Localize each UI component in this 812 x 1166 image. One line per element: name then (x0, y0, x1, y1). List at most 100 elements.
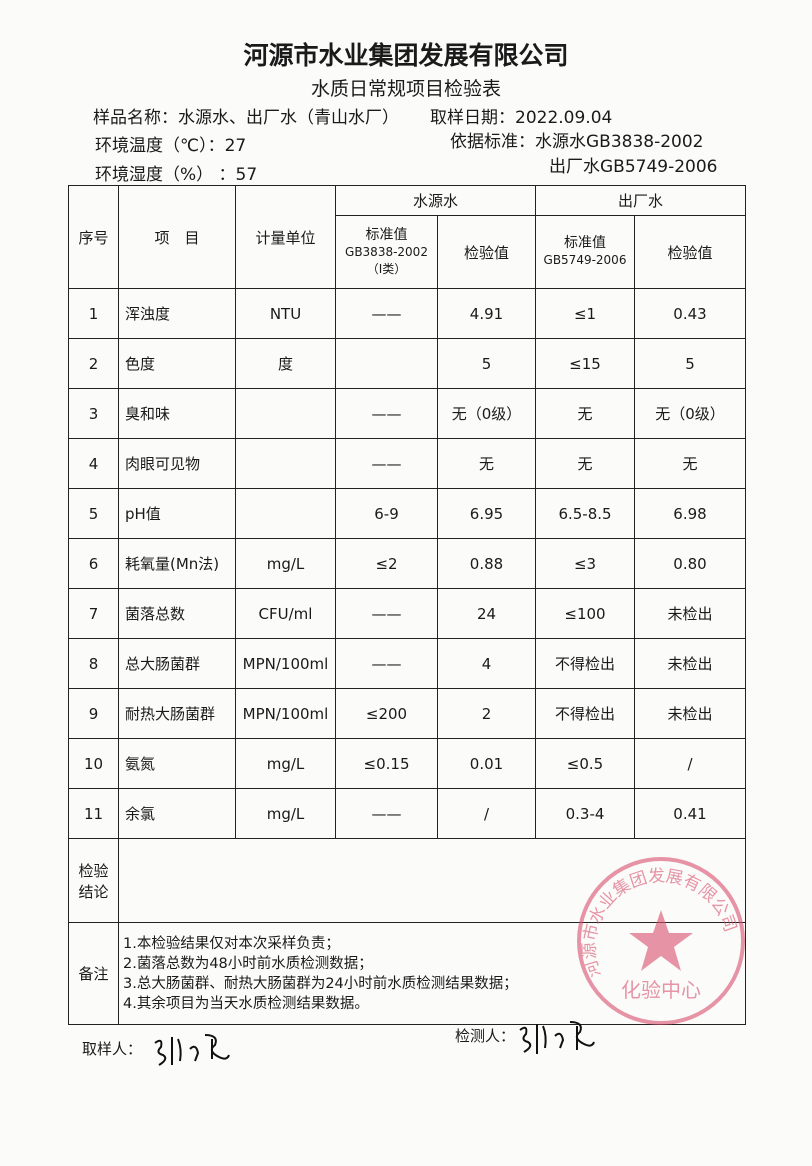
cell-o-val: / (634, 738, 746, 789)
table-row: 5 pH值 6-9 6.95 6.5-8.5 6.98 (68, 488, 746, 539)
cell-item: 浑浊度 (118, 288, 236, 339)
table-row: 6 耗氧量(Mn法) mg/L ≤2 0.88 ≤3 0.80 (68, 538, 746, 589)
cell-s-std: —— (335, 788, 438, 839)
cell-s-std: —— (335, 638, 438, 689)
cell-item: 余氯 (118, 788, 236, 839)
cell-s-std: —— (335, 438, 438, 489)
cell-unit: mg/L (235, 788, 336, 839)
cell-unit: MPN/100ml (235, 688, 336, 739)
cell-item: 耐热大肠菌群 (118, 688, 236, 739)
sampler-label: 取样人： (82, 1040, 143, 1058)
official-stamp: 河源市水业集团发展有限公司 化验中心 (577, 857, 745, 1025)
header-outlet-water: 出厂水 (535, 185, 746, 216)
cell-unit: MPN/100ml (235, 638, 336, 689)
standard-outlet: 出厂水GB5749-2006 (549, 157, 718, 177)
table-row: 2 色度度 5 ≤15 5 (68, 338, 746, 389)
cell-s-val: 2 (437, 688, 536, 739)
cell-item: 菌落总数 (118, 588, 236, 639)
table-row: 1 浑浊度 NTU —— 4.91 ≤1 0.43 (68, 288, 746, 339)
cell-s-val: 0.01 (437, 738, 536, 789)
cell-unit: NTU (235, 288, 336, 339)
sample-date: 取样日期：2022.09.04 (430, 108, 613, 128)
cell-item: 肉眼可见物 (118, 438, 236, 489)
cell-item: 氨氮 (118, 738, 236, 789)
cell-s-std: —— (335, 588, 438, 639)
cell-o-std: 无 (535, 438, 635, 489)
cell-unit: mg/L (235, 738, 336, 789)
table-row: 4 肉眼可见物 —— 无无无 (68, 438, 746, 489)
cell-o-std: ≤100 (535, 588, 635, 639)
cell-unit (235, 438, 336, 489)
stamp-star-icon (629, 910, 693, 971)
cell-s-std (335, 338, 438, 389)
cell-item: 臭和味 (118, 388, 236, 439)
cell-o-std: 0.3-4 (535, 788, 635, 839)
table-row: 7 菌落总数 CFU/ml —— 24 ≤100 未检出 (68, 588, 746, 639)
note-4: 4.其余项目为当天水质检测结果数据。 (123, 995, 369, 1012)
cell-s-val: 4.91 (437, 288, 536, 339)
cell-s-val: 6.95 (437, 488, 536, 539)
cell-unit: 度 (235, 338, 336, 389)
cell-no: 10 (68, 738, 119, 789)
sampler-signature (154, 1034, 230, 1066)
cell-s-val: 无（0级） (437, 388, 536, 439)
svg-text:化验中心: 化验中心 (621, 978, 701, 1002)
header-outlet-standard: 标准值 GB5749-2006 (535, 215, 635, 289)
header-source-standard: 标准值 GB3838-2002 （Ⅰ类） (335, 215, 438, 289)
cell-no: 3 (68, 388, 119, 439)
tester-signature (519, 1021, 595, 1054)
cell-o-val: 0.41 (634, 788, 746, 839)
humidity: 环境湿度（%） ：57 (95, 165, 258, 185)
conclusion-cell (118, 838, 746, 923)
header-unit: 计量单位 (235, 185, 336, 289)
table-row: 3 臭和味 —— 无（0级）无无（0级） (68, 388, 746, 439)
cell-unit: mg/L (235, 538, 336, 589)
cell-no: 8 (68, 638, 119, 689)
company-title: 河源市水业集团发展有限公司 (243, 41, 569, 70)
note-2: 2.菌落总数为48小时前水质检测数据； (123, 955, 373, 972)
cell-o-std: ≤0.5 (535, 738, 635, 789)
cell-no: 4 (68, 438, 119, 489)
cell-s-std: —— (335, 388, 438, 439)
cell-s-val: 24 (437, 588, 536, 639)
note-3: 3.总大肠菌群、耐热大肠菌群为24小时前水质检测结果数据； (123, 975, 518, 992)
cell-unit (235, 488, 336, 539)
cell-o-val: 无（0级） (634, 388, 746, 439)
table-row: 11 余氯 mg/L ——/0.3-4 0.41 (68, 788, 746, 839)
cell-unit (235, 388, 336, 439)
header-outlet-test: 检验值 (634, 215, 746, 289)
cell-o-std: ≤1 (535, 288, 635, 339)
sample-name: 样品名称：水源水、出厂水（青山水厂） (93, 108, 399, 128)
cell-o-val: 0.43 (634, 288, 746, 339)
table-row: 9 耐热大肠菌群 MPN/100ml ≤200 2 不得检出 未检出 (68, 688, 746, 739)
cell-no: 9 (68, 688, 119, 739)
temperature: 环境温度（℃）：27 (95, 136, 247, 156)
cell-o-val: 未检出 (634, 688, 746, 739)
cell-no: 6 (68, 538, 119, 589)
results-table: 序号 项 目 计量单位 水源水 出厂水 标准值 GB3838-2002 （Ⅰ类） 检… (68, 185, 746, 1025)
cell-s-val: 0.88 (437, 538, 536, 589)
cell-s-val: / (437, 788, 536, 839)
tester-label: 检测人： (455, 1027, 516, 1045)
cell-s-std: ≤200 (335, 688, 438, 739)
cell-o-std: 6.5-8.5 (535, 488, 635, 539)
cell-item: 耗氧量(Mn法) (118, 538, 236, 589)
cell-s-std: ≤2 (335, 538, 438, 589)
cell-o-std: 不得检出 (535, 688, 635, 739)
header-source-test: 检验值 (437, 215, 536, 289)
cell-s-val: 5 (437, 338, 536, 389)
cell-o-val: 无 (634, 438, 746, 489)
cell-item: 色度 (118, 338, 236, 389)
cell-o-val: 0.80 (634, 538, 746, 589)
header-no: 序号 (68, 185, 119, 289)
table-row: 8 总大肠菌群 MPN/100ml —— 4 不得检出 未检出 (68, 638, 746, 689)
cell-o-val: 未检出 (634, 638, 746, 689)
cell-s-std: —— (335, 288, 438, 339)
cell-s-std: 6-9 (335, 488, 438, 539)
header-item: 项 目 (118, 185, 236, 289)
header-source-water: 水源水 (335, 185, 536, 216)
form-title: 水质日常规项目检验表 (310, 78, 501, 100)
conclusion-label: 检验结论 (68, 838, 119, 923)
cell-o-std: 无 (535, 388, 635, 439)
